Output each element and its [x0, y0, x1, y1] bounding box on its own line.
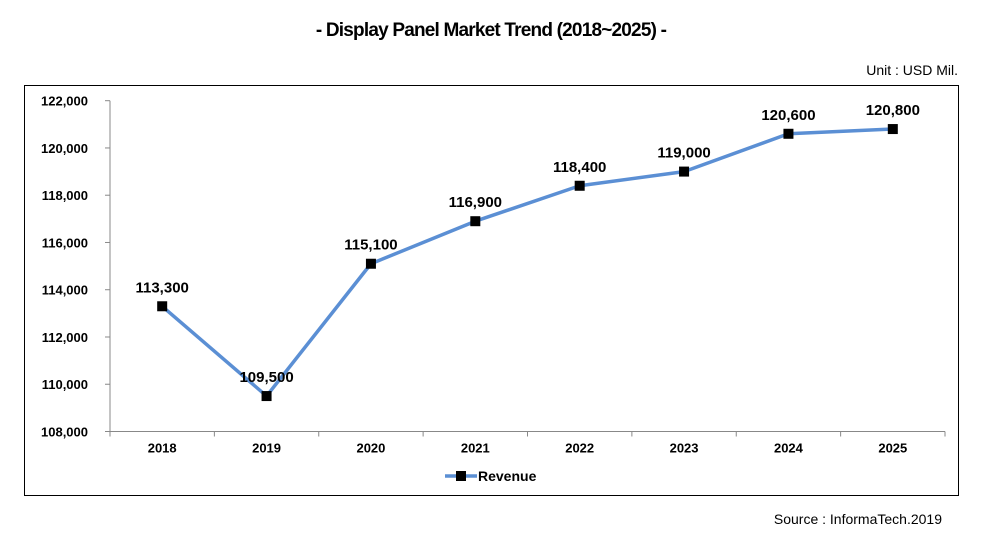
y-tick-label: 122,000	[41, 94, 88, 109]
data-point-marker	[574, 180, 585, 191]
unit-label: Unit : USD Mil.	[866, 62, 958, 78]
data-label: 120,600	[761, 107, 815, 124]
x-tick-label: 2022	[565, 441, 594, 456]
data-label: 119,000	[657, 145, 710, 162]
data-label: 120,800	[866, 102, 920, 119]
chart-frame	[24, 85, 959, 496]
data-point-marker	[261, 391, 272, 402]
data-point-marker	[470, 216, 481, 227]
data-label: 118,400	[553, 159, 606, 176]
legend-label-revenue: Revenue	[478, 468, 537, 484]
y-tick-label: 114,000	[42, 283, 88, 298]
data-label: 116,900	[449, 194, 502, 211]
data-label: 109,500	[239, 369, 293, 386]
y-tick-label: 110,000	[42, 377, 88, 392]
x-tick-label: 2023	[670, 441, 699, 456]
series-line-revenue	[161, 127, 893, 398]
x-tick-label: 2020	[356, 441, 385, 456]
chart-title: - Display Panel Market Trend (2018~2025)…	[315, 20, 667, 41]
y-tick-label: 112,000	[42, 330, 88, 345]
x-tick-label: 2024	[774, 441, 804, 456]
x-tick-label: 2018	[148, 441, 177, 456]
data-point-marker	[783, 128, 794, 139]
data-point-marker	[679, 166, 690, 177]
data-label: 115,100	[344, 237, 397, 254]
y-tick-label: 120,000	[41, 141, 88, 156]
x-tick-label: 2025	[878, 441, 907, 456]
data-point-marker	[157, 301, 168, 312]
x-tick-label: 2021	[461, 441, 490, 456]
data-point-marker	[365, 258, 376, 269]
y-tick-label: 116,000	[42, 235, 88, 250]
y-tick-label: 108,000	[41, 425, 88, 440]
x-tick-label: 2019	[252, 441, 281, 456]
data-label: 113,300	[135, 279, 188, 296]
y-tick-label: 118,000	[42, 188, 88, 203]
legend-marker-revenue	[456, 471, 466, 481]
data-point-marker	[887, 124, 898, 135]
source-label: Source : InformaTech.2019	[773, 511, 942, 527]
